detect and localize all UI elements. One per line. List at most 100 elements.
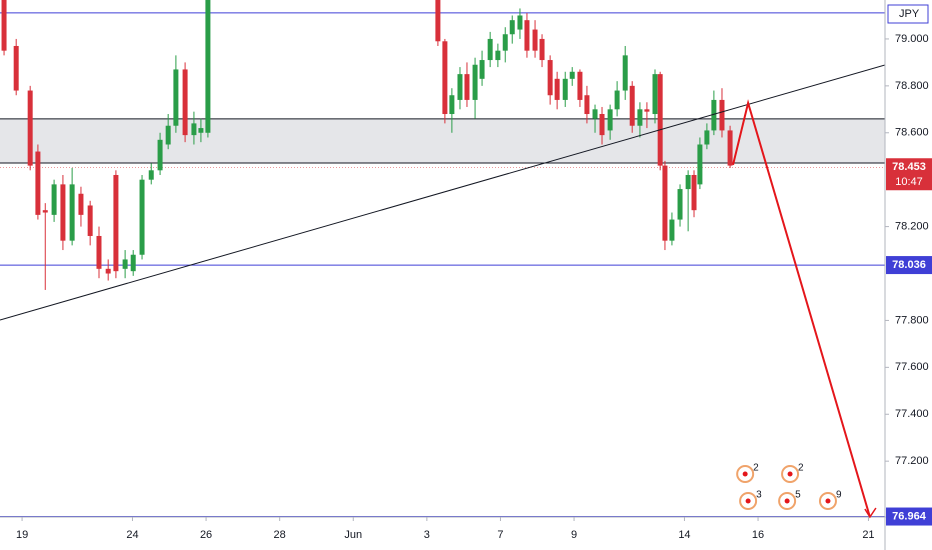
event-dot (745, 498, 751, 504)
candle-body (479, 60, 485, 79)
x-tick-label: 24 (126, 529, 138, 541)
zone (0, 118, 885, 164)
candle-body (96, 235, 102, 269)
candle-body (577, 71, 583, 100)
trendline (0, 64, 885, 321)
event-dot (784, 498, 790, 504)
candle-body (165, 125, 171, 145)
candle-body (191, 123, 197, 136)
x-tick-label: 7 (497, 529, 503, 541)
candle-body (472, 64, 478, 100)
y-tick-label: 77.400 (895, 408, 929, 420)
candle-body (122, 259, 128, 269)
candle-body (148, 170, 154, 180)
candle-body (719, 99, 725, 131)
candle-body (27, 90, 33, 166)
candle-body (509, 20, 515, 35)
candle-body (584, 95, 590, 115)
candle-body (697, 144, 703, 185)
candle-body (1, 0, 7, 51)
candle-body (711, 99, 717, 131)
price-badge (886, 256, 932, 275)
axes: 79.000 78.800 78.600 78.200 77.800 77.600 77.4… (16, 4, 932, 541)
candle-body (182, 69, 188, 136)
x-tick-label: 28 (274, 529, 286, 541)
event-count: 5 (795, 490, 801, 501)
candle-body (205, 0, 211, 133)
candle-body (60, 184, 66, 241)
candle-body (614, 90, 620, 110)
price-badge-label: 78.036 (892, 259, 926, 271)
candle-body (644, 109, 650, 112)
candle-body (105, 268, 111, 274)
candle-body (562, 78, 568, 100)
y-tick-label: 77.200 (895, 455, 929, 467)
candle-body (629, 85, 635, 126)
countdown-label: 10:47 (895, 176, 923, 188)
candle-body (727, 130, 733, 166)
last-price-label: 78.453 (892, 161, 926, 173)
candle-body (487, 38, 493, 61)
plot-area (0, 0, 885, 517)
candle-body (554, 78, 560, 100)
candle-body (113, 174, 119, 272)
x-tick-label: 21 (862, 529, 874, 541)
x-tick-label: Jun (344, 529, 362, 541)
candle-body (607, 109, 613, 131)
candle-body (502, 34, 508, 51)
candle-body (51, 184, 57, 215)
candle-body (547, 60, 553, 96)
symbol-label: JPY (899, 8, 920, 20)
candle-body (669, 219, 675, 241)
candle-body (457, 74, 463, 100)
y-tick-label: 78.200 (895, 221, 929, 233)
candle-body (87, 205, 93, 236)
candle-body (532, 29, 538, 51)
projection-arrowhead (864, 507, 877, 519)
x-tick-label: 9 (571, 529, 577, 541)
candle-body (599, 114, 605, 136)
candle-body (442, 41, 448, 115)
candle-body (622, 55, 628, 91)
x-tick-label: 14 (678, 529, 690, 541)
candle-body (677, 189, 683, 220)
candle-body (691, 174, 697, 211)
candle-body (35, 151, 41, 215)
candle-body (173, 69, 179, 126)
candle-body (157, 139, 163, 171)
candle-body (130, 254, 136, 272)
candle-body (517, 15, 523, 30)
x-tick-label: 26 (200, 529, 212, 541)
last-price-badge (886, 158, 932, 191)
event-count: 3 (756, 490, 762, 501)
symbol-badge (887, 4, 929, 24)
candle-body (464, 74, 470, 100)
y-tick-label: 77.600 (895, 361, 929, 373)
candle-body (69, 184, 75, 241)
x-tick-label: 3 (424, 529, 430, 541)
candle-body (13, 45, 19, 91)
y-tick-label: 79.000 (895, 33, 929, 45)
event-dot (825, 498, 831, 504)
event-dot (742, 471, 748, 477)
candle-body (139, 179, 145, 255)
candle-body (685, 174, 691, 190)
y-tick-label: 78.600 (895, 127, 929, 139)
y-tick-label: 78.800 (895, 80, 929, 92)
event-count: 2 (753, 463, 759, 474)
candle-body (198, 128, 204, 133)
candle-body (657, 74, 663, 166)
event-count: 2 (798, 463, 804, 474)
x-tick-label: 19 (16, 529, 28, 541)
candle-body (704, 130, 710, 145)
candle-body (449, 95, 455, 115)
y-tick-label: 77.800 (895, 314, 929, 326)
candle-body (42, 210, 48, 213)
candle-body (539, 38, 545, 61)
candle-body (652, 74, 658, 115)
candle-body (592, 109, 598, 119)
x-tick-label: 16 (752, 529, 764, 541)
price-badge (886, 507, 932, 526)
candle-body (495, 50, 501, 61)
